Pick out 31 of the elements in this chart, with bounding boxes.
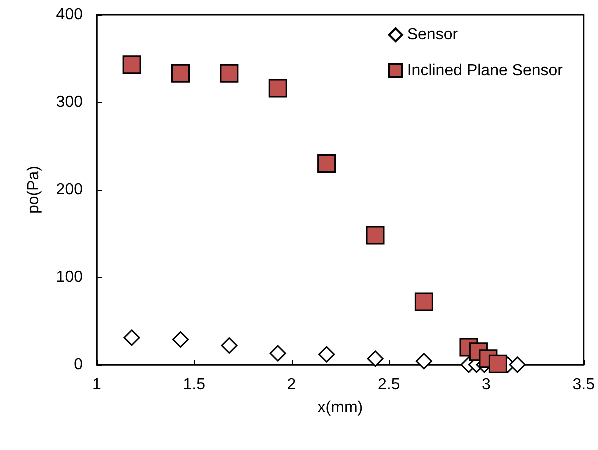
point bbox=[221, 338, 238, 354]
legend-label: Inclined Plane Sensor bbox=[407, 62, 564, 80]
point bbox=[171, 64, 190, 83]
point bbox=[367, 350, 384, 368]
y-tick-label: 0 bbox=[74, 356, 84, 374]
x-tick-label: 1.5 bbox=[183, 376, 206, 394]
point bbox=[318, 346, 336, 363]
point bbox=[509, 356, 526, 374]
point bbox=[488, 354, 508, 374]
point bbox=[414, 292, 434, 312]
point bbox=[366, 226, 385, 245]
point bbox=[416, 353, 432, 370]
x-tick-label: 2 bbox=[287, 376, 296, 394]
y-tick-label: 300 bbox=[56, 94, 84, 111]
x-tick-label: 1 bbox=[92, 376, 102, 394]
y-tick-label: 400 bbox=[56, 6, 84, 24]
point bbox=[318, 154, 336, 173]
x-tick-label: 3 bbox=[482, 376, 492, 394]
y-tick-label: 200 bbox=[56, 182, 84, 198]
y-axis-title: po(Pa) bbox=[26, 166, 42, 214]
point bbox=[270, 345, 286, 362]
point bbox=[220, 64, 239, 83]
x-tick-label: 3.5 bbox=[572, 376, 596, 394]
legend-label: Sensor bbox=[407, 26, 459, 44]
point bbox=[122, 56, 142, 74]
x-tick-label: 2.5 bbox=[378, 376, 400, 394]
x-axis-title: x(mm) bbox=[318, 400, 364, 416]
point bbox=[268, 79, 288, 98]
point bbox=[124, 330, 140, 346]
y-tick-label: 100 bbox=[56, 269, 84, 286]
point bbox=[172, 331, 189, 348]
